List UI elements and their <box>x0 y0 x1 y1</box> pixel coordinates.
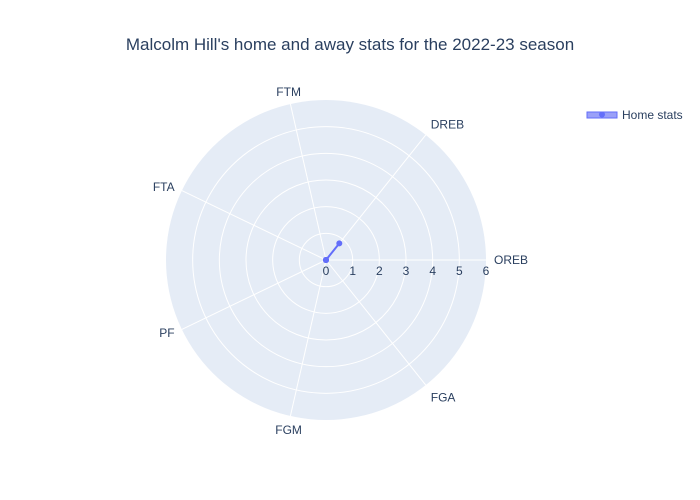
radial-tick-label: 1 <box>349 264 356 278</box>
angular-gridline <box>289 259 327 417</box>
legend[interactable]: Home stats <box>586 108 683 122</box>
radial-tick-label: 4 <box>429 264 436 278</box>
data-point-fga <box>323 257 329 263</box>
angular-gridline <box>289 103 327 261</box>
angular-gridline <box>181 259 327 330</box>
radial-tick-label: 0 <box>323 264 330 278</box>
angular-label-fga: FGA <box>431 390 456 404</box>
angular-gridline <box>181 190 327 261</box>
legend-marker <box>599 111 605 118</box>
radial-tick-label: 3 <box>403 264 410 278</box>
angular-label-fgm: FGM <box>275 423 302 437</box>
angular-label-ftm: FTM <box>276 85 301 99</box>
radial-tick-label: 2 <box>376 264 383 278</box>
angular-label-dreb: DREB <box>431 118 464 132</box>
angular-label-fta: FTA <box>153 180 175 194</box>
chart-title: Malcolm Hill's home and away stats for t… <box>126 35 574 54</box>
radial-tick-label: 6 <box>483 264 490 278</box>
angular-label-pf: PF <box>159 326 174 340</box>
data-point-dreb <box>336 240 343 247</box>
polar-area: OREB DREB FTM FTA PF FGM FGA 0 1 2 3 4 5 6 <box>153 85 528 437</box>
angular-gridline <box>325 134 427 261</box>
angular-gridline <box>325 259 427 386</box>
legend-label: Home stats <box>622 108 683 122</box>
angular-label-oreb: OREB <box>494 253 528 267</box>
radial-tick-label: 5 <box>456 264 463 278</box>
legend-item[interactable]: Home stats <box>586 108 683 122</box>
